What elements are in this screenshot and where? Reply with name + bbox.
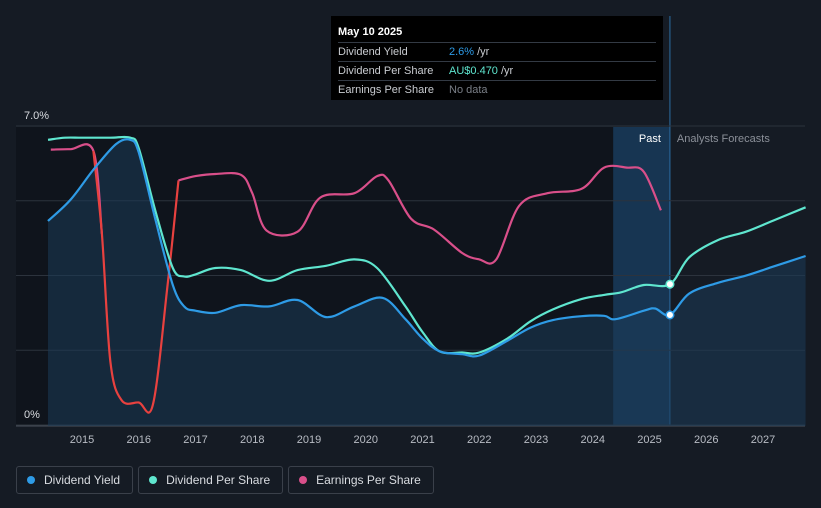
x-tick-label: 2016 — [127, 434, 151, 446]
earnings-per-share-line-loss-segment — [92, 150, 180, 414]
earnings-per-share-line — [178, 164, 662, 265]
tooltip-value: AU$0.470 — [449, 65, 498, 77]
tooltip-row-earnings-per-share: Earnings Per Share No data — [338, 80, 656, 99]
x-tick-label: 2027 — [751, 434, 775, 446]
tooltip-label: Dividend Per Share — [338, 65, 434, 77]
legend-dot-icon — [149, 476, 158, 484]
past-region-label: Past — [639, 133, 661, 145]
tooltip-row-dividend-yield: Dividend Yield 2.6% /yr — [338, 42, 656, 61]
x-tick-label: 2018 — [240, 434, 264, 446]
tooltip-value: No data — [449, 84, 488, 96]
forecast-region-label: Analysts Forecasts — [677, 133, 770, 145]
legend-label: Dividend Per Share — [166, 473, 271, 487]
tooltip-label: Dividend Yield — [338, 46, 408, 58]
tooltip-date: May 10 2025 — [338, 26, 403, 38]
x-tick-label: 2019 — [297, 434, 321, 446]
legend-label: Dividend Yield — [44, 473, 121, 487]
chart-legend: Dividend Yield Dividend Per Share Earnin… — [16, 466, 434, 494]
x-tick-label: 2015 — [70, 434, 94, 446]
dividend-yield-area — [47, 139, 806, 427]
dividend-yield-line — [47, 138, 806, 358]
legend-label: Earnings Per Share — [316, 473, 421, 487]
hover-tooltip: May 10 2025 Dividend Yield 2.6% /yr Divi… — [331, 16, 663, 100]
x-tick-label: 2022 — [467, 434, 491, 446]
x-tick-label: 2026 — [694, 434, 718, 446]
y-axis-top-label: 7.0% — [24, 110, 49, 122]
tooltip-suffix: /yr — [500, 65, 514, 77]
x-tick-label: 2025 — [637, 434, 661, 446]
y-axis-bottom-label: 0% — [24, 409, 40, 421]
legend-dot-icon — [27, 476, 35, 484]
tooltip-row-dividend-per-share: Dividend Per Share AU$0.470 /yr — [338, 61, 656, 80]
legend-dot-icon — [299, 476, 308, 484]
dividend-yield-marker — [665, 310, 675, 320]
legend-item-dividend-yield[interactable]: Dividend Yield — [16, 466, 134, 494]
tooltip-suffix: /yr — [477, 46, 490, 58]
x-tick-label: 2017 — [183, 434, 207, 446]
tooltip-label: Earnings Per Share — [338, 84, 434, 96]
legend-item-earnings-per-share[interactable]: Earnings Per Share — [288, 466, 434, 494]
tooltip-value: 2.6% — [449, 46, 475, 58]
x-tick-label: 2024 — [581, 434, 605, 446]
dividend-per-share-marker — [665, 279, 675, 289]
x-tick-label: 2023 — [524, 434, 548, 446]
x-tick-label: 2020 — [354, 434, 378, 446]
legend-item-dividend-per-share[interactable]: Dividend Per Share — [138, 466, 284, 494]
x-tick-label: 2021 — [410, 434, 434, 446]
dividend-per-share-line — [47, 135, 807, 355]
